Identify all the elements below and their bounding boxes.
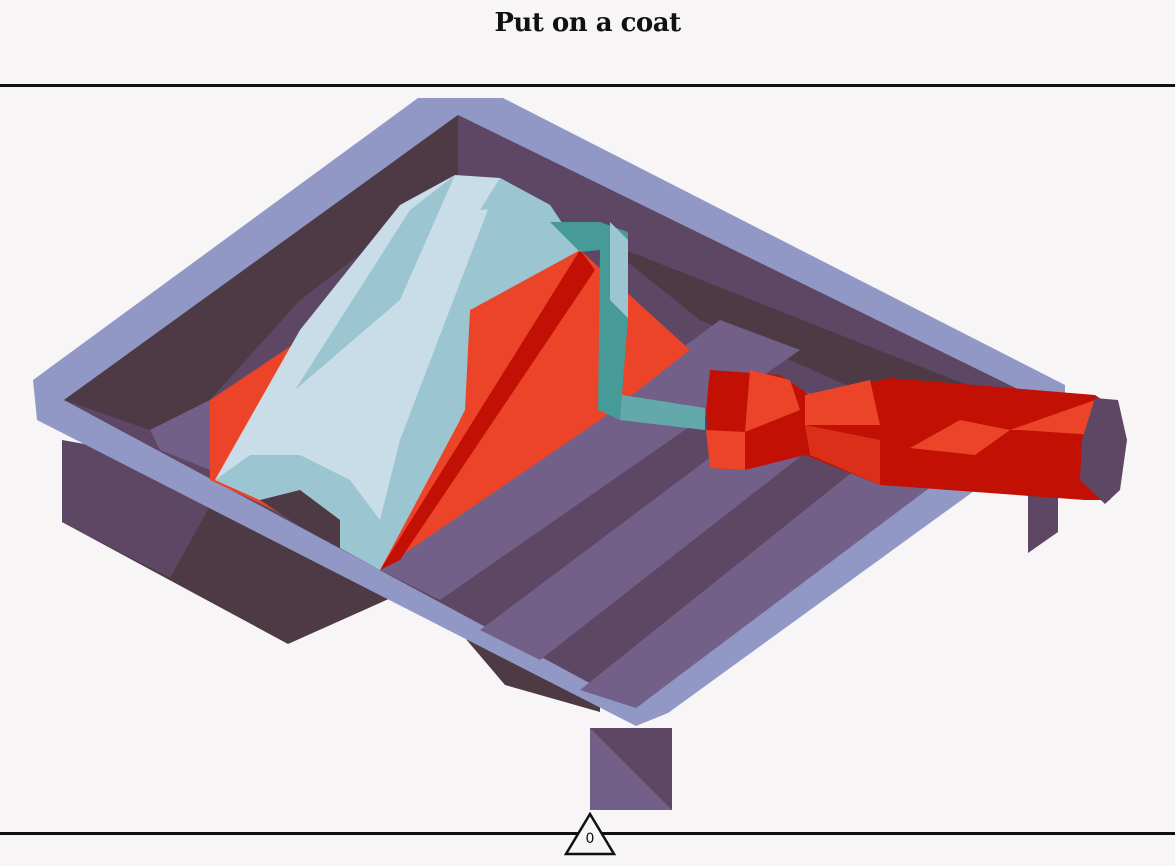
roller-frame[interactable] [550,222,705,430]
triangle-counter-icon [564,812,616,856]
tray-ridge [380,320,800,600]
move-counter: 0 [585,831,595,847]
handle-end-cap [1080,398,1127,504]
page-title: Put on a coat [494,8,681,38]
top-divider [0,84,1175,87]
tray-ridge [580,450,940,708]
roller-handle[interactable] [706,370,1127,504]
roller-cover[interactable] [215,175,580,570]
